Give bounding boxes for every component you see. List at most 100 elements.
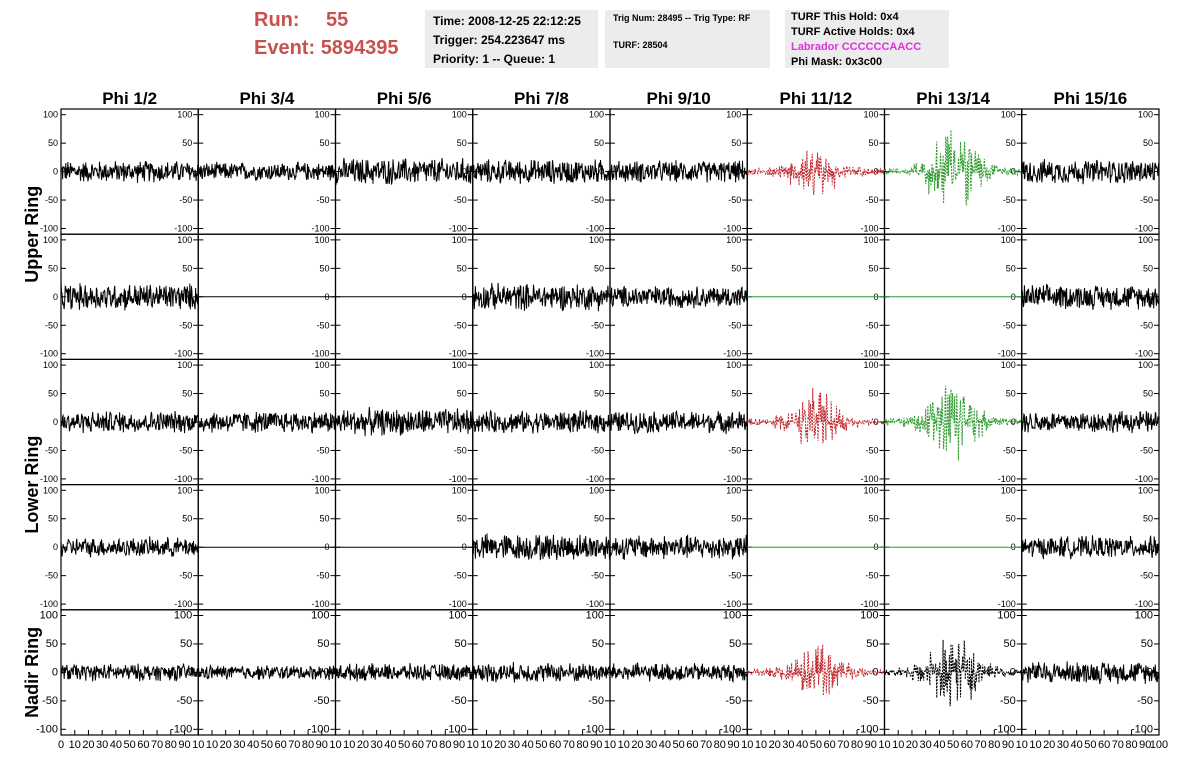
event-label: Event: — [254, 37, 316, 59]
y-tick-label: 50 — [455, 638, 467, 650]
x-tick-label: 30 — [920, 739, 932, 751]
y-tick-label: 100 — [448, 609, 466, 621]
x-tick-label: 40 — [247, 739, 259, 751]
labrador-text: Labrador CCCCCCAACC — [791, 41, 922, 53]
time-text: Time: 2008-12-25 22:12:25 — [433, 14, 581, 28]
y-tick-label: -100 — [723, 474, 741, 484]
y-tick-label: 50 — [731, 389, 741, 399]
turf-active-holds-text: TURF Active Holds: 0x4 — [791, 26, 915, 38]
y-tick-label: 50 — [457, 138, 467, 148]
event-number: 5894395 — [320, 37, 399, 59]
x-tick-label: 20 — [82, 739, 94, 751]
waveform-trace — [472, 282, 611, 312]
x-tick-label: 60 — [412, 739, 424, 751]
y-tick-label: 50 — [868, 389, 878, 399]
y-tick-label: 50 — [457, 389, 467, 399]
x-tick-label: 90 — [1002, 739, 1014, 751]
y-tick-label: -100 — [586, 349, 604, 359]
ring-label: Upper Ring — [22, 186, 42, 283]
y-tick-label: 50 — [1006, 138, 1016, 148]
x-tick-label: 30 — [782, 739, 794, 751]
y-tick-label: -50 — [1140, 195, 1153, 205]
waveform-trace — [335, 663, 474, 682]
y-tick-label: 50 — [182, 263, 192, 273]
y-tick-label: 50 — [457, 514, 467, 524]
y-tick-label: 100 — [177, 485, 192, 495]
y-tick-label: -100 — [449, 599, 467, 609]
y-tick-label: 100 — [314, 360, 329, 370]
waveform-trace — [609, 662, 748, 683]
x-tick-label: 70 — [288, 739, 300, 751]
y-tick-label: 50 — [48, 263, 58, 273]
x-tick-label: 50 — [535, 739, 547, 751]
y-tick-label: -100 — [1135, 599, 1153, 609]
y-tick-label: -50 — [591, 571, 604, 581]
y-tick-label: -50 — [1003, 445, 1016, 455]
y-tick-label: -100 — [170, 723, 192, 735]
y-tick-label: -100 — [311, 474, 329, 484]
x-tick-label: 70 — [837, 739, 849, 751]
y-tick-label: 0 — [53, 417, 58, 427]
x-tick-label: 60 — [137, 739, 149, 751]
run-number: 55 — [326, 9, 349, 31]
x-tick-label: 0 — [58, 739, 64, 751]
y-tick-label: 100 — [452, 360, 467, 370]
y-tick-label: -50 — [1003, 571, 1016, 581]
y-tick-label: 100 — [1135, 609, 1153, 621]
y-tick-label: -50 — [42, 695, 58, 707]
x-tick-label: 60 — [549, 739, 561, 751]
time-info-box: Time: 2008-12-25 22:12:25 Trigger: 254.2… — [425, 10, 598, 68]
x-tick-label: 20 — [494, 739, 506, 751]
x-tick-label: 80 — [714, 739, 726, 751]
y-tick-label: 0 — [462, 167, 467, 177]
ring-label: Lower Ring — [22, 436, 42, 534]
y-tick-label: 50 — [1006, 389, 1016, 399]
y-tick-label: -50 — [179, 445, 192, 455]
waveform-trace — [60, 161, 199, 183]
waveform-trace — [197, 411, 336, 434]
y-tick-label: -50 — [1140, 571, 1153, 581]
y-tick-label: -50 — [1003, 195, 1016, 205]
x-tick-label: 80 — [851, 739, 863, 751]
y-tick-label: -100 — [449, 224, 467, 234]
waveform-trace — [60, 663, 199, 682]
y-tick-label: -50 — [865, 445, 878, 455]
y-tick-label: 50 — [457, 263, 467, 273]
y-tick-label: 50 — [592, 638, 604, 650]
y-tick-label: 50 — [868, 263, 878, 273]
x-tick-label: 20 — [906, 739, 918, 751]
x-tick-label: 60 — [961, 739, 973, 751]
y-tick-label: 50 — [48, 389, 58, 399]
waveform-trace — [472, 159, 611, 184]
x-tick-label: 70 — [151, 739, 163, 751]
waveform-trace — [472, 533, 611, 561]
x-tick-label: 70 — [1112, 739, 1124, 751]
x-tick-label: 30 — [371, 739, 383, 751]
run-label: Run: — [254, 9, 300, 31]
y-tick-label: -100 — [40, 474, 58, 484]
y-tick-label: 0 — [53, 167, 58, 177]
y-tick-label: 50 — [731, 138, 741, 148]
y-tick-label: 50 — [729, 638, 741, 650]
waveform-trace — [335, 157, 474, 186]
y-tick-label: -50 — [865, 195, 878, 205]
y-tick-label: 50 — [1143, 514, 1153, 524]
y-tick-label: 0 — [1148, 292, 1153, 302]
y-tick-label: 100 — [177, 110, 192, 120]
x-tick-label: 10 — [1016, 739, 1028, 751]
x-tick-label: 80 — [302, 739, 314, 751]
y-tick-label: 100 — [452, 485, 467, 495]
waveform-trace — [746, 388, 885, 444]
x-tick-label: 10 — [755, 739, 767, 751]
x-tick-label: 60 — [823, 739, 835, 751]
y-tick-label: -100 — [998, 599, 1016, 609]
column-header: Phi 13/14 — [916, 89, 990, 108]
